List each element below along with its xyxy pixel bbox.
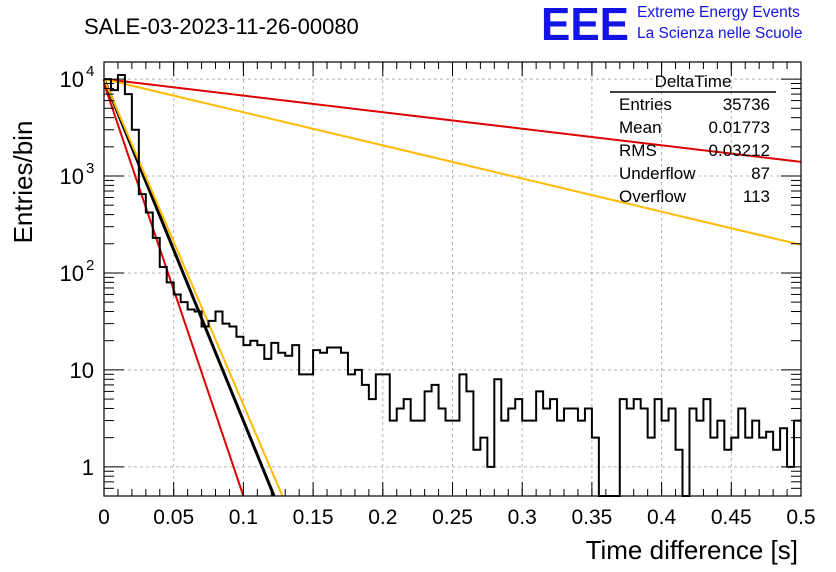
histogram xyxy=(104,74,801,497)
x-tick-label: 0.3 xyxy=(508,506,537,529)
eee-logo-line2: La Scienza nelle Scuole xyxy=(637,25,802,42)
x-tick-labels: 0 0.05 0.1 0.15 0.2 0.25 0.3 0.35 0.4 0.45 0.5 xyxy=(98,506,815,529)
eee-logo-mark: EEE xyxy=(541,0,629,50)
y-tick-label: 10 xyxy=(60,261,84,286)
eee-logo: EEE Extreme Energy Events La Scienza nel… xyxy=(541,0,802,50)
grid-lines xyxy=(104,62,801,496)
x-tick-label: 0.15 xyxy=(293,506,334,529)
x-tick-label: 0 xyxy=(98,506,110,529)
stats-row-value: 113 xyxy=(743,187,770,206)
stats-row-value: 0.01773 xyxy=(709,118,770,137)
y-tick-label: 1 xyxy=(82,455,94,480)
x-tick-label: 0.05 xyxy=(153,506,194,529)
x-tick-label: 0.25 xyxy=(432,506,473,529)
eee-logo-line1: Extreme Energy Events xyxy=(637,4,800,21)
fit-line-red xyxy=(103,78,802,163)
stats-row-value: 87 xyxy=(751,164,770,183)
stats-row-value: 0.03212 xyxy=(709,141,770,160)
x-tick-label: 0.2 xyxy=(368,506,397,529)
stats-row-label: Entries xyxy=(619,95,672,114)
stats-box: DeltaTime Entries 35736 Mean 0.01773 RMS 0.03… xyxy=(610,72,776,206)
y-tick-exponent: 2 xyxy=(86,257,94,274)
stats-box-title: DeltaTime xyxy=(655,72,732,91)
x-tick-label: 0.4 xyxy=(647,506,677,529)
run-title: SALE-03-2023-11-26-00080 xyxy=(84,14,359,39)
y-tick-exponent: 4 xyxy=(86,63,94,80)
x-tick-label: 0.35 xyxy=(571,506,612,529)
y-tick-label: 10 xyxy=(70,358,94,383)
stats-row-label: RMS xyxy=(619,141,657,160)
axis-ticks xyxy=(103,62,802,497)
histogram-outline xyxy=(104,74,801,497)
fit-line-orange xyxy=(103,78,284,497)
y-tick-exponent: 3 xyxy=(86,160,94,177)
fit-line-orange xyxy=(103,78,802,246)
stats-rows: Entries 35736 Mean 0.01773 RMS 0.03212 Underfl… xyxy=(619,95,770,206)
x-axis-title: Time difference [s] xyxy=(586,535,798,565)
y-tick-label: 10 xyxy=(60,67,84,92)
y-axis-title: Entries/bin xyxy=(8,121,38,244)
fit-line-black xyxy=(102,78,276,497)
y-tick-label: 10 xyxy=(60,164,84,189)
stats-row-label: Underflow xyxy=(619,164,696,183)
stats-row-label: Mean xyxy=(619,118,662,137)
stats-row-label: Overflow xyxy=(619,187,687,206)
x-tick-label: 0.5 xyxy=(786,506,815,529)
x-tick-label: 0.1 xyxy=(229,506,258,529)
x-tick-label: 0.45 xyxy=(711,506,752,529)
stats-row-value: 35736 xyxy=(723,95,770,114)
